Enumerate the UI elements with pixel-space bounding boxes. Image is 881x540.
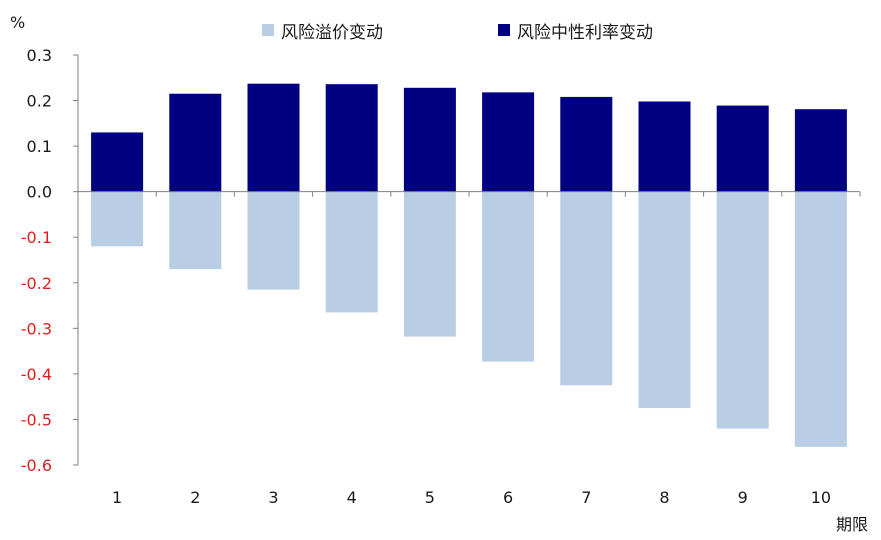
legend-label-risk-neutral-rate: 风险中性利率变动 — [517, 23, 653, 43]
bar-risk-neutral-rate-8 — [638, 101, 691, 192]
bar-risk-neutral-rate-1 — [91, 132, 144, 192]
bar-risk-neutral-rate-2 — [169, 93, 222, 192]
bar-risk-premium-1 — [91, 191, 144, 247]
x-tick-label: 4 — [347, 488, 357, 507]
bar-risk-neutral-rate-10 — [794, 109, 847, 192]
x-unit-label: 期限 — [836, 515, 868, 534]
bar-risk-neutral-rate-3 — [247, 83, 300, 192]
y-tick-label: -0.2 — [21, 274, 52, 293]
x-tick-label: 10 — [811, 488, 831, 507]
bar-risk-premium-5 — [403, 191, 456, 337]
bar-risk-neutral-rate-6 — [482, 92, 535, 192]
bars-layer — [91, 83, 847, 447]
bar-risk-neutral-rate-7 — [560, 96, 613, 192]
bar-risk-premium-3 — [247, 191, 300, 290]
y-tick-label: 0.1 — [27, 137, 52, 156]
x-tick-label: 3 — [268, 488, 278, 507]
y-tick-label: -0.5 — [21, 410, 52, 429]
y-tick-labels: 0.3 0.2 0.1 0.0 -0.1 -0.2 -0.3 -0.4 -0.5 -0.6 — [21, 46, 52, 475]
y-tick-label: 0.2 — [27, 92, 52, 111]
x-tick-label: 7 — [581, 488, 591, 507]
bar-risk-premium-2 — [169, 191, 222, 270]
y-tick-label: 0.3 — [27, 46, 52, 65]
bar-risk-neutral-rate-5 — [403, 87, 456, 192]
bar-risk-premium-9 — [716, 191, 769, 429]
bar-risk-premium-7 — [560, 191, 613, 386]
x-tick-label: 1 — [112, 488, 122, 507]
legend-swatch-risk-neutral-rate — [498, 24, 510, 36]
bar-risk-premium-8 — [638, 191, 691, 409]
x-tick-labels: 1 2 3 4 5 6 7 8 9 10 — [112, 488, 831, 507]
bar-risk-premium-6 — [482, 191, 535, 362]
bar-risk-premium-4 — [325, 191, 378, 313]
x-tick-label: 5 — [425, 488, 435, 507]
axes-layer — [73, 54, 861, 466]
bar-risk-neutral-rate-4 — [325, 84, 378, 192]
y-unit-label: % — [10, 13, 25, 32]
y-tick-label: -0.1 — [21, 228, 52, 247]
bar-risk-premium-10 — [794, 191, 847, 447]
y-tick-label: -0.4 — [21, 365, 52, 384]
x-tick-label: 9 — [738, 488, 748, 507]
y-tick-label: -0.3 — [21, 319, 52, 338]
legend: 风险溢价变动 风险中性利率变动 — [262, 23, 653, 43]
legend-swatch-risk-premium — [262, 24, 274, 36]
bar-risk-neutral-rate-9 — [716, 105, 769, 192]
y-tick-label: 0.0 — [27, 183, 52, 202]
x-tick-label: 2 — [190, 488, 200, 507]
x-tick-label: 6 — [503, 488, 513, 507]
x-tick-label: 8 — [659, 488, 669, 507]
y-tick-label: -0.6 — [21, 456, 52, 475]
legend-label-risk-premium: 风险溢价变动 — [281, 23, 383, 43]
